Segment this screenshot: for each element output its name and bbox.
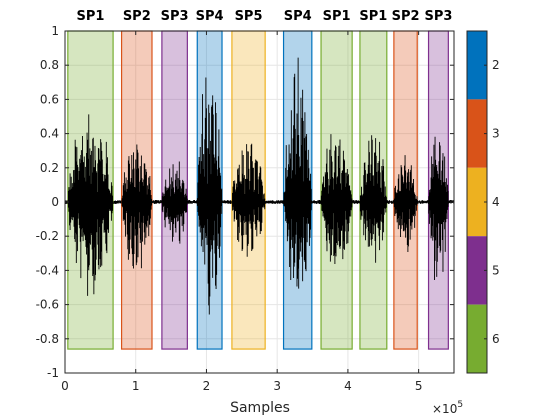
- speaker-label: SP4: [284, 9, 312, 24]
- x-exponent-base: ×10: [432, 402, 457, 416]
- x-tick-label: 1: [132, 379, 140, 393]
- x-exponent-label: ×105: [432, 400, 463, 416]
- x-axis-label: Samples: [230, 400, 290, 416]
- colorbar-frame: [466, 30, 488, 374]
- y-tick-label: 0: [51, 195, 59, 209]
- y-tick-label: 0.8: [40, 58, 59, 72]
- colorbar: 2 3 4 5 6: [466, 30, 500, 374]
- speaker-label: SP5: [235, 9, 263, 24]
- y-tick-label: 0.6: [40, 92, 59, 106]
- colorbar-label: 3: [492, 127, 500, 141]
- axes: 0 1 2 3 4 5 1 0.8 0.6 0.4 0.2 0 -0.2 -0.4 -0.6 -0.8 -1: [36, 24, 455, 393]
- x-tick-label: 4: [344, 379, 352, 393]
- y-tick-label: 0.2: [40, 161, 59, 175]
- colorbar-label: 5: [492, 263, 500, 277]
- colorbar-label: 2: [492, 58, 500, 72]
- x-tick-label: 3: [273, 379, 281, 393]
- speaker-label: SP1: [359, 9, 387, 24]
- colorbar-swatch: [467, 99, 487, 168]
- colorbar-swatch: [467, 167, 487, 237]
- y-tick-label: -0.8: [36, 332, 59, 346]
- x-tick-label: 0: [61, 379, 69, 393]
- y-tick-label: 1: [51, 24, 59, 38]
- colorbar-label: 4: [492, 195, 500, 209]
- y-tick-label: -0.2: [36, 229, 59, 243]
- y-tick-label: 0.4: [40, 127, 59, 141]
- colorbar-swatch: [467, 304, 487, 373]
- x-exponent-power: 5: [457, 400, 463, 410]
- speaker-label: SP1: [323, 9, 351, 24]
- speaker-label: SP2: [392, 9, 420, 24]
- speaker-label: SP1: [76, 9, 104, 24]
- colorbar-label: 6: [492, 332, 500, 346]
- y-tick-label: -0.6: [36, 298, 59, 312]
- speaker-label: SP3: [161, 9, 189, 24]
- colorbar-swatch: [467, 236, 487, 305]
- colorbar-swatch: [467, 31, 487, 100]
- x-tick-label: 2: [203, 379, 211, 393]
- y-tick-label: -0.4: [36, 263, 59, 277]
- x-tick-label: 5: [415, 379, 423, 393]
- speaker-label: SP4: [196, 9, 224, 24]
- speaker-label: SP3: [424, 9, 452, 24]
- speaker-label: SP2: [123, 9, 151, 24]
- y-tick-label: -1: [47, 366, 59, 380]
- speaker-labels: SP1 SP2 SP3 SP4 SP5 SP4 SP1 SP1 SP2 SP3: [76, 9, 452, 24]
